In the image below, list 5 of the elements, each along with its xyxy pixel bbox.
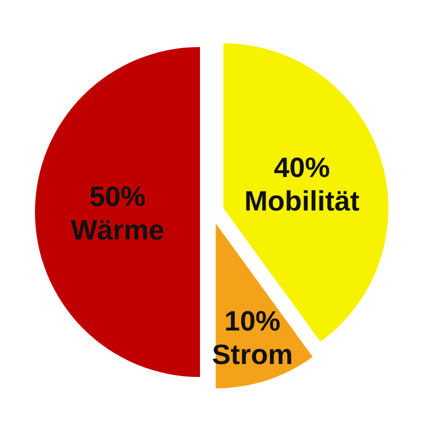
- data-label: 50%: [89, 181, 146, 212]
- data-label: 10%: [224, 305, 281, 336]
- slice-label: Mobilität: [244, 185, 360, 216]
- data-label: 40%: [274, 152, 330, 183]
- slice-label: Wärme: [70, 214, 164, 246]
